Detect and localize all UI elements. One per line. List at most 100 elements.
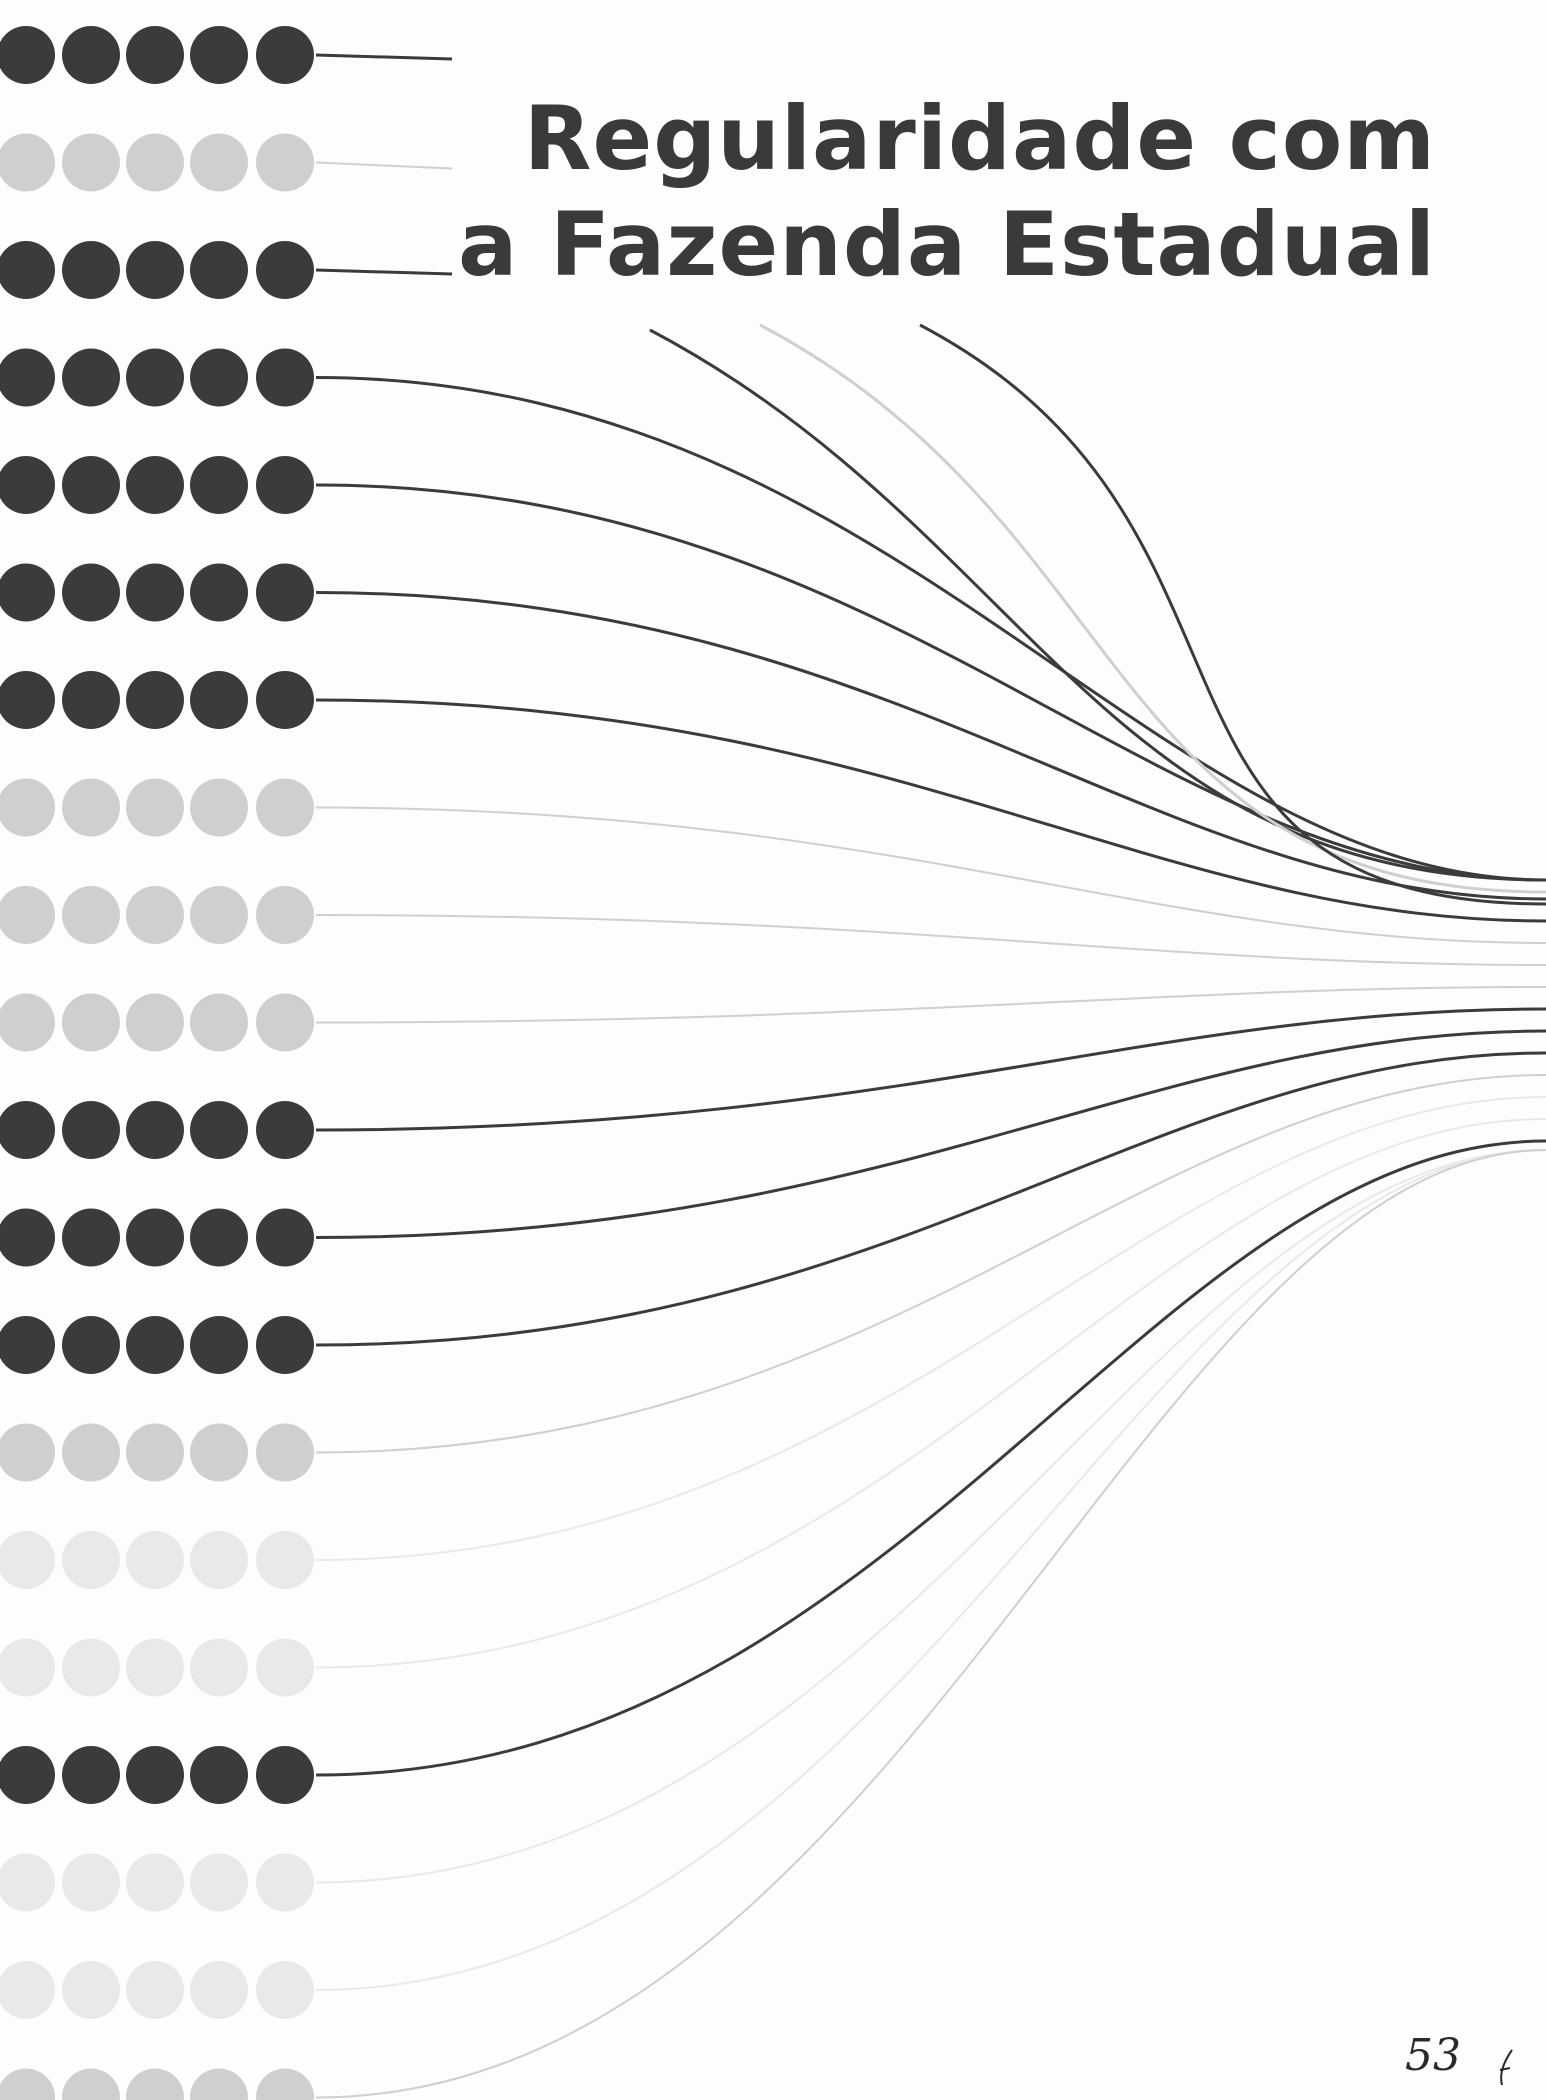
connector-line-17 bbox=[315, 1139, 1546, 1777]
connector-line-19 bbox=[315, 1149, 1546, 1991]
dot-row-1-4 bbox=[190, 26, 248, 84]
dot-row-3-1 bbox=[0, 241, 55, 299]
dot-row-11-4 bbox=[190, 1101, 248, 1159]
dot-row-1-5 bbox=[256, 26, 314, 84]
dot-row-16-4 bbox=[190, 1638, 248, 1697]
dot-row-14-3 bbox=[126, 1423, 184, 1482]
dot-row-3-5 bbox=[256, 241, 314, 299]
connector-line-4 bbox=[315, 376, 1546, 882]
title-line-1: Regularidade com bbox=[523, 87, 1436, 190]
dot-row-19-4 bbox=[190, 1961, 248, 2019]
dot-row-17-1 bbox=[0, 1746, 55, 1804]
dot-row-6-5 bbox=[256, 563, 314, 622]
connector-line-16 bbox=[315, 1118, 1546, 1669]
dot-row-5-5 bbox=[256, 456, 314, 514]
dot-row-13-5 bbox=[256, 1316, 314, 1374]
dot-row-8-3 bbox=[126, 778, 184, 837]
dot-row-1-3 bbox=[126, 26, 184, 84]
title-connector-line-3 bbox=[919, 323, 1546, 906]
dot-row-12-3 bbox=[126, 1208, 184, 1267]
dot-row-6-3 bbox=[126, 563, 184, 622]
connector-line-6 bbox=[315, 591, 1546, 901]
dot-row-4-1 bbox=[0, 348, 55, 407]
page-number: 53 bbox=[1405, 2030, 1461, 2081]
dot-row-7-3 bbox=[126, 671, 184, 729]
dot-row-9-1 bbox=[0, 886, 55, 944]
dot-row-10-2 bbox=[62, 993, 120, 1052]
dot-row-20-3 bbox=[126, 2068, 184, 2100]
handwritten-mark bbox=[1499, 2049, 1513, 2086]
dot-row-1-1 bbox=[0, 26, 55, 84]
connector-line-18 bbox=[315, 1149, 1546, 1884]
title-connector-line-2 bbox=[759, 323, 1546, 894]
dot-row-15-4 bbox=[190, 1531, 248, 1589]
title-connector-line-1 bbox=[649, 328, 1546, 882]
dot-row-13-1 bbox=[0, 1316, 55, 1374]
connector-line-14 bbox=[315, 1074, 1546, 1454]
dot-row-12-4 bbox=[190, 1208, 248, 1267]
dot-row-3-4 bbox=[190, 241, 248, 299]
dot-row-10-1 bbox=[0, 993, 55, 1052]
connector-line-10 bbox=[315, 986, 1546, 1024]
dot-row-9-3 bbox=[126, 886, 184, 944]
connector-line-7 bbox=[315, 698, 1546, 923]
dot-row-9-4 bbox=[190, 886, 248, 944]
dot-row-19-3 bbox=[126, 1961, 184, 2019]
dot-row-12-1 bbox=[0, 1208, 55, 1267]
connector-line-11 bbox=[315, 1007, 1546, 1132]
dot-row-20-5 bbox=[256, 2068, 314, 2100]
dot-row-13-3 bbox=[126, 1316, 184, 1374]
dot-row-2-2 bbox=[62, 133, 120, 192]
dot-row-2-1 bbox=[0, 133, 55, 192]
dot-row-7-1 bbox=[0, 671, 55, 729]
dot-row-11-5 bbox=[256, 1101, 314, 1159]
dot-row-16-2 bbox=[62, 1638, 120, 1697]
dot-row-13-2 bbox=[62, 1316, 120, 1374]
dot-row-8-5 bbox=[256, 778, 314, 837]
dot-row-14-2 bbox=[62, 1423, 120, 1482]
connector-line-12 bbox=[315, 1029, 1546, 1239]
dot-row-6-1 bbox=[0, 563, 55, 622]
dot-row-7-4 bbox=[190, 671, 248, 729]
dot-row-20-4 bbox=[190, 2068, 248, 2100]
dot-row-15-3 bbox=[126, 1531, 184, 1589]
dot-row-9-2 bbox=[62, 886, 120, 944]
dot-row-6-2 bbox=[62, 563, 120, 622]
dot-row-10-4 bbox=[190, 993, 248, 1052]
connector-line-13 bbox=[315, 1051, 1546, 1347]
dot-row-15-5 bbox=[256, 1531, 314, 1589]
dot-row-4-2 bbox=[62, 348, 120, 407]
dot-row-13-4 bbox=[190, 1316, 248, 1374]
dot-row-4-4 bbox=[190, 348, 248, 407]
dot-row-9-5 bbox=[256, 886, 314, 944]
dot-row-10-5 bbox=[256, 993, 314, 1052]
dot-row-5-3 bbox=[126, 456, 184, 514]
dot-row-18-4 bbox=[190, 1853, 248, 1912]
dot-row-17-5 bbox=[256, 1746, 314, 1804]
dot-row-5-2 bbox=[62, 456, 120, 514]
dot-row-2-4 bbox=[190, 133, 248, 192]
dot-row-15-2 bbox=[62, 1531, 120, 1589]
page-title: Regularidade com a Fazenda Estadual bbox=[458, 86, 1436, 298]
dot-row-19-2 bbox=[62, 1961, 120, 2019]
dot-row-2-5 bbox=[256, 133, 314, 192]
dot-row-8-1 bbox=[0, 778, 55, 837]
dot-row-16-5 bbox=[256, 1638, 314, 1697]
dot-row-20-1 bbox=[0, 2068, 55, 2100]
dot-row-17-3 bbox=[126, 1746, 184, 1804]
connector-line-8 bbox=[315, 806, 1546, 944]
connector-line-5 bbox=[315, 483, 1546, 882]
dot-row-7-2 bbox=[62, 671, 120, 729]
dot-row-10-3 bbox=[126, 993, 184, 1052]
connector-line-1 bbox=[315, 53, 453, 61]
dot-row-2-3 bbox=[126, 133, 184, 192]
dot-row-20-2 bbox=[62, 2068, 120, 2100]
dot-row-8-4 bbox=[190, 778, 248, 837]
connector-line-2 bbox=[315, 161, 453, 170]
dot-row-5-4 bbox=[190, 456, 248, 514]
connector-line-15 bbox=[315, 1096, 1546, 1561]
dot-row-8-2 bbox=[62, 778, 120, 837]
dot-row-12-2 bbox=[62, 1208, 120, 1267]
